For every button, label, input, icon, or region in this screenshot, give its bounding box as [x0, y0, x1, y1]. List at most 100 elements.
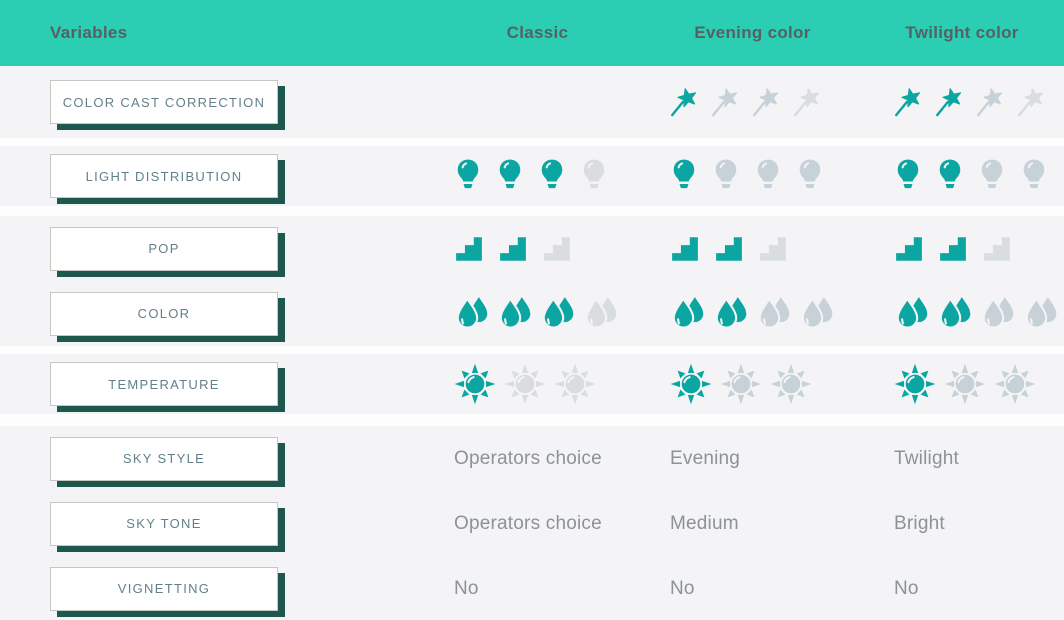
stairs-icon — [544, 237, 570, 261]
classic-cell: Operators choice — [430, 448, 645, 470]
band-pop-color: POP COLOR — [0, 216, 1064, 346]
sun-icon — [720, 363, 762, 405]
drop-icon — [542, 296, 574, 329]
twilight-cell: Bright — [860, 513, 1064, 535]
variable-button-sky-style[interactable]: SKY STYLE — [50, 436, 278, 481]
bulb-icon — [673, 159, 695, 188]
row-color: COLOR — [0, 281, 1064, 346]
band-sky-vignetting: SKY STYLE Operators choice Evening Twili… — [0, 426, 1064, 620]
wand-icon — [712, 87, 738, 116]
bulb-icon — [457, 159, 479, 188]
drop-icon — [499, 296, 531, 329]
band-temperature: TEMPERATURE — [0, 354, 1064, 414]
bulb-icon — [897, 159, 919, 188]
row-vignetting: VIGNETTING No No No — [0, 556, 1064, 620]
wand-icon — [895, 87, 921, 116]
cell-value: No — [894, 577, 919, 599]
variable-button-vignetting[interactable]: VIGNETTING — [50, 566, 278, 611]
row-temperature: TEMPERATURE — [0, 354, 1064, 414]
sun-icon — [504, 363, 546, 405]
evening-cell — [645, 159, 860, 194]
header-twilight-color: Twilight color — [905, 23, 1019, 42]
cell-value: Operators choice — [454, 512, 602, 534]
cell-value: No — [454, 577, 479, 599]
variable-cell: COLOR — [0, 291, 430, 336]
sun-icon — [994, 363, 1036, 405]
variable-cell: LIGHT DISTRIBUTION — [0, 154, 430, 198]
stairs-icon — [760, 237, 786, 261]
classic-cell — [430, 295, 645, 333]
cell-value: Operators choice — [454, 447, 602, 469]
variable-cell: TEMPERATURE — [0, 362, 430, 406]
variable-cell: SKY TONE — [0, 501, 430, 546]
row-pop: POP — [0, 216, 1064, 281]
sun-icon — [454, 363, 496, 405]
classic-cell: No — [430, 578, 645, 600]
variable-cell: VIGNETTING — [0, 566, 430, 611]
stairs-icon — [984, 237, 1010, 261]
drop-icon — [939, 296, 971, 329]
cell-value: Twilight — [894, 447, 959, 469]
bulb-icon — [939, 159, 961, 188]
twilight-cell — [860, 159, 1064, 194]
band-color-cast-correction: COLOR CAST CORRECTION — [0, 66, 1064, 138]
header-variables: Variables — [50, 23, 128, 42]
drop-icon — [1025, 296, 1057, 329]
classic-cell — [430, 159, 645, 194]
band-light-distribution: LIGHT DISTRIBUTION — [0, 146, 1064, 206]
sun-icon — [770, 363, 812, 405]
stairs-icon — [716, 237, 742, 261]
header-classic: Classic — [506, 23, 569, 42]
drop-icon — [672, 296, 704, 329]
wand-icon — [977, 87, 1003, 116]
variable-button-color[interactable]: COLOR — [50, 291, 278, 336]
twilight-cell — [860, 363, 1064, 405]
variable-cell: SKY STYLE — [0, 436, 430, 481]
bulb-icon — [757, 159, 779, 188]
bulb-icon — [1023, 159, 1045, 188]
twilight-cell — [860, 235, 1064, 262]
variable-cell: POP — [0, 226, 430, 271]
wand-icon — [1018, 87, 1044, 116]
evening-cell — [645, 363, 860, 405]
variable-button-sky-tone[interactable]: SKY TONE — [50, 501, 278, 546]
wand-icon — [671, 87, 697, 116]
row-light-distribution: LIGHT DISTRIBUTION — [0, 146, 1064, 206]
row-sky-tone: SKY TONE Operators choice Medium Bright — [0, 491, 1064, 556]
bulb-icon — [981, 159, 1003, 188]
variable-button-temperature[interactable]: TEMPERATURE — [50, 362, 278, 406]
evening-cell: Medium — [645, 513, 860, 535]
bulb-icon — [715, 159, 737, 188]
variable-button-light-distribution[interactable]: LIGHT DISTRIBUTION — [50, 154, 278, 198]
variable-button-color-cast-correction[interactable]: COLOR CAST CORRECTION — [50, 80, 278, 124]
drop-icon — [758, 296, 790, 329]
row-sky-style: SKY STYLE Operators choice Evening Twili… — [0, 426, 1064, 491]
evening-cell — [645, 87, 860, 117]
classic-cell: Operators choice — [430, 513, 645, 535]
twilight-cell: No — [860, 578, 1064, 600]
wand-icon — [794, 87, 820, 116]
row-color-cast-correction: COLOR CAST CORRECTION — [0, 66, 1064, 138]
evening-cell: No — [645, 578, 860, 600]
wand-icon — [753, 87, 779, 116]
sun-icon — [894, 363, 936, 405]
classic-cell — [430, 235, 645, 262]
variable-cell: COLOR CAST CORRECTION — [0, 80, 430, 124]
bulb-icon — [799, 159, 821, 188]
bulb-icon — [541, 159, 563, 188]
sun-icon — [554, 363, 596, 405]
evening-cell — [645, 295, 860, 333]
twilight-cell — [860, 295, 1064, 333]
table-header: Variables Classic Evening color Twilight… — [0, 0, 1064, 66]
bulb-icon — [583, 159, 605, 188]
cell-value: No — [670, 577, 695, 599]
twilight-cell: Twilight — [860, 448, 1064, 470]
wand-icon — [936, 87, 962, 116]
bulb-icon — [499, 159, 521, 188]
evening-cell — [645, 235, 860, 262]
stairs-icon — [940, 237, 966, 261]
twilight-cell — [860, 87, 1064, 117]
variable-button-pop[interactable]: POP — [50, 226, 278, 271]
drop-icon — [715, 296, 747, 329]
